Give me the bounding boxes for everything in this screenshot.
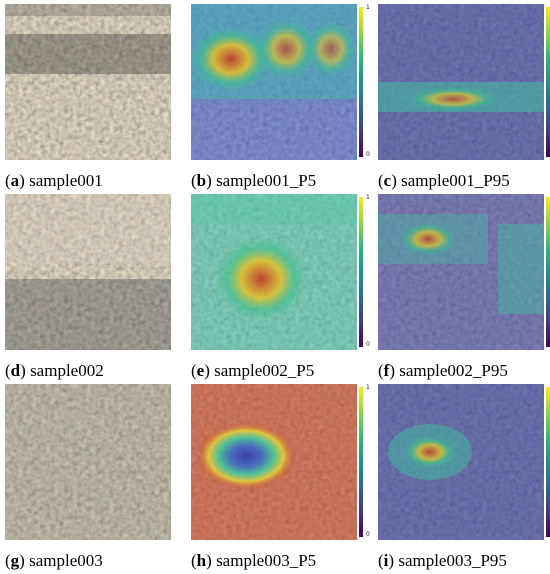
caption: (a) sample001 [5,171,103,190]
caption: (d) sample002 [5,361,104,380]
colorbar-min: 0 [366,151,370,158]
caption: (g) sample003 [5,551,103,570]
heatmap-overlay [378,194,544,350]
panel-c: 1 0 (c) sample001_P95 [378,4,550,194]
colorbar-max: 1 [366,4,370,11]
panel-a: (a) sample001 [5,4,189,194]
caption: (e) sample002_P5 [191,361,315,380]
heatmap-overlay [191,384,357,540]
colorbar [359,197,363,347]
heatmap-overlay [378,4,544,160]
colorbar [359,387,363,537]
heatmap-overlay [378,384,544,540]
gravel-photo [5,194,171,350]
caption: (b) sample001_P5 [191,171,317,190]
gravel-photo [5,384,171,540]
colorbar [359,7,363,157]
colorbar-min: 0 [366,531,370,538]
panel-h: 1 0 (h) sample003_P5 [191,384,375,574]
caption: (f) sample002_P95 [378,361,508,380]
panel-i: 1 0 (i) sample003_P95 [378,384,550,574]
caption: (h) sample003_P5 [191,551,317,570]
colorbar [546,197,550,347]
panel-g: (g) sample003 [5,384,189,574]
colorbar [546,7,550,157]
panel-f: 1 0 (f) sample002_P95 [378,194,550,384]
panel-e: 1 0 (e) sample002_P5 [191,194,375,384]
heatmap-overlay [191,4,357,160]
caption: (i) sample003_P95 [378,551,507,570]
colorbar-max: 1 [366,194,370,201]
heatmap-overlay [191,194,357,350]
panel-b: 1 0 (b) sample001_P5 [191,4,375,194]
colorbar-max: 1 [366,384,370,391]
gravel-photo [5,4,171,160]
colorbar-min: 0 [366,341,370,348]
caption: (c) sample001_P95 [378,171,510,190]
colorbar [546,387,550,537]
panel-d: (d) sample002 [5,194,189,384]
